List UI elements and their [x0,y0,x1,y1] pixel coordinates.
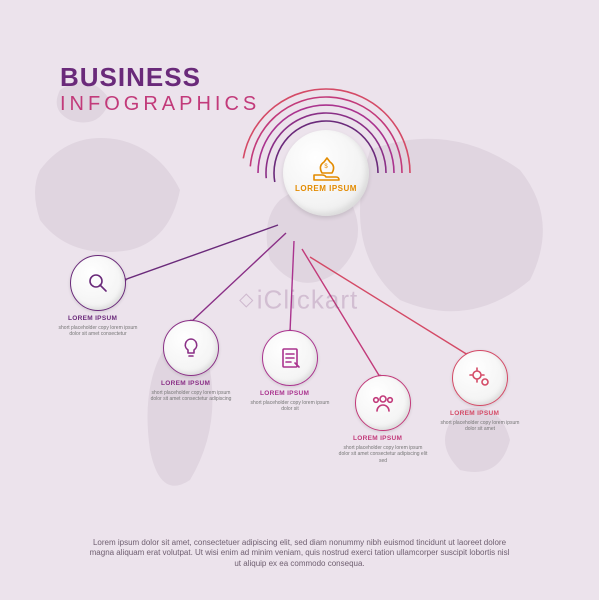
watermark-diamond-icon [239,293,253,307]
title-block: BUSINESS INFOGRAPHICS [60,62,260,116]
people-icon [370,390,396,416]
node-label-lightbulb: LOREM IPSUM [161,380,210,387]
svg-text:$: $ [324,164,328,170]
node-text-magnifier: short placeholder copy lorem ipsum dolor… [53,325,143,338]
node-label-magnifier: LOREM IPSUM [68,315,117,322]
watermark-text: iClickart [257,285,358,316]
magnifier-icon [85,270,111,296]
node-label-gears: LOREM IPSUM [450,410,499,417]
hub-circle: $ LOREM IPSUM [283,130,369,216]
hub-label: LOREM IPSUM [295,185,357,193]
node-label-people: LOREM IPSUM [353,435,402,442]
node-text-gears: short placeholder copy lorem ipsum dolor… [435,420,525,433]
gears-icon [467,365,493,391]
node-people [355,375,411,431]
node-text-lightbulb: short placeholder copy lorem ipsum dolor… [146,390,236,403]
node-magnifier [70,255,126,311]
title-line1: BUSINESS [60,62,260,93]
money-bag-hand-icon: $ [308,153,344,183]
node-document [262,330,318,386]
node-text-document: short placeholder copy lorem ipsum dolor… [245,400,335,413]
lightbulb-icon [178,335,204,361]
node-lightbulb [163,320,219,376]
footer-text: Lorem ipsum dolor sit amet, consectetuer… [90,538,510,570]
node-label-document: LOREM IPSUM [260,390,309,397]
node-text-people: short placeholder copy lorem ipsum dolor… [338,445,428,464]
document-icon [277,345,303,371]
watermark: iClickart [241,285,358,316]
node-gears [452,350,508,406]
title-line2: INFOGRAPHICS [60,93,260,116]
